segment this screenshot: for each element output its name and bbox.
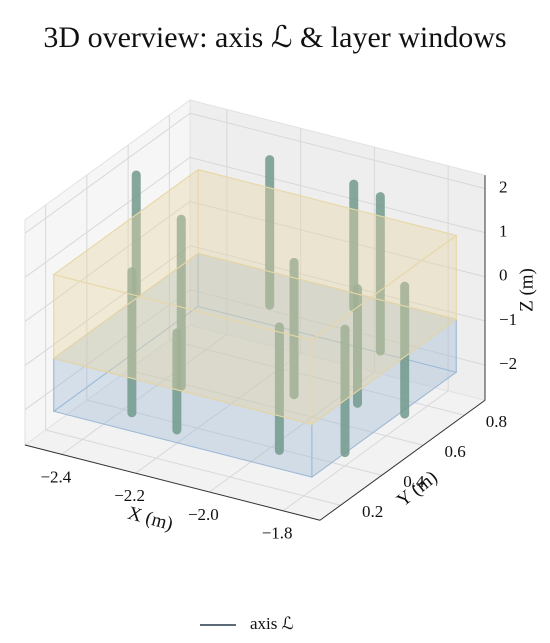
- x-axis-line: [24, 444, 321, 521]
- grid-line: [169, 339, 465, 416]
- layer-window: [52, 169, 458, 341]
- z-tick-label: 0: [499, 266, 508, 285]
- z-tick-label: −2: [499, 354, 517, 373]
- grid-line: [24, 156, 191, 278]
- grid-line: [61, 334, 228, 455]
- grid-line: [24, 201, 191, 322]
- grid-line: [24, 245, 191, 366]
- x-tick-label: −2.0: [188, 505, 219, 524]
- x-tick-label: −2.4: [40, 467, 71, 486]
- grid-line: [45, 429, 341, 506]
- x-axis-label: X (m): [125, 503, 175, 535]
- chart-title: 3D overview: axis ℒ & layer windows: [43, 21, 506, 54]
- grid-line: [189, 112, 486, 189]
- z-tick-label: 2: [499, 177, 508, 196]
- grid-line: [135, 352, 301, 474]
- grid-line: [189, 201, 486, 278]
- plot-area: [23, 99, 487, 521]
- grid-line: [282, 390, 449, 512]
- x-tick-label: −2.2: [114, 486, 145, 505]
- y-tick-label: 0.8: [486, 412, 507, 431]
- z-axis-label: Z (m): [516, 268, 537, 312]
- z-tick-label: −1: [499, 310, 517, 329]
- y-tick-label: 0.2: [362, 502, 383, 521]
- grid-line: [189, 156, 486, 234]
- x-tick-label: −1.8: [262, 524, 293, 543]
- z-tick-label: 1: [499, 222, 508, 241]
- y-tick-label: 0.6: [445, 442, 466, 461]
- legend-label: axis ℒ: [250, 614, 294, 633]
- grid-line: [24, 112, 191, 234]
- grid-line: [189, 245, 486, 322]
- grid-line: [24, 289, 191, 411]
- y-tick-label: 0.4: [403, 472, 425, 491]
- grid-line: [189, 289, 486, 366]
- y-axis-line: [319, 399, 486, 521]
